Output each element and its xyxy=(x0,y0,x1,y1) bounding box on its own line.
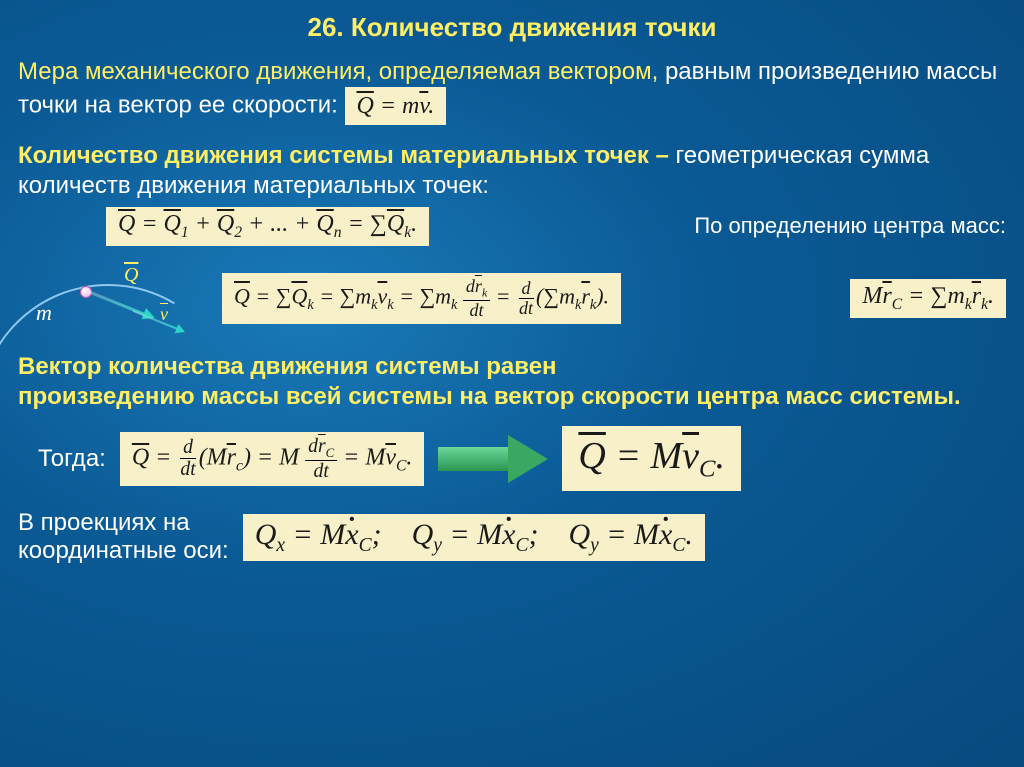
row-sum-formula: Q = Q1 + Q2 + ... + Qn = ∑Qk. По определ… xyxy=(106,207,1006,246)
row-diagram-derivation: m Q v Q = ∑Qk = ∑mkvk = ∑mk drkdt = ddt(… xyxy=(18,254,1006,344)
vector-diagram: m Q v xyxy=(18,254,208,344)
label-v: v xyxy=(160,304,168,325)
label-m: m xyxy=(36,300,52,326)
formula-q-mv: Q = mv. xyxy=(345,87,447,125)
center-mass-note: По определению центра масс: xyxy=(694,213,1006,239)
formula-q-mvc: Q = MvC. xyxy=(562,426,741,492)
formula-mrc: MrC = ∑mkrk. xyxy=(850,279,1006,318)
system-text: Количество движения системы материальных… xyxy=(18,141,1006,201)
system-yellow: Количество движения системы материальных… xyxy=(18,142,676,169)
formula-q-sum: Q = Q1 + Q2 + ... + Qn = ∑Qk. xyxy=(106,207,429,246)
formula-projections: Qx = MxC; Qy = MxC; Qy = MxC. xyxy=(243,514,705,561)
intro-yellow: Мера механического движения, определяема… xyxy=(18,58,658,85)
intro-text: Мера механического движения, определяема… xyxy=(18,57,1006,125)
label-q: Q xyxy=(124,264,138,287)
formula-derivation: Q = ∑Qk = ∑mkvk = ∑mk drkdt = ddt(∑mkrk)… xyxy=(222,273,621,324)
big-arrow-icon xyxy=(438,435,548,483)
slide-title: 26. Количество движения точки xyxy=(18,12,1006,43)
